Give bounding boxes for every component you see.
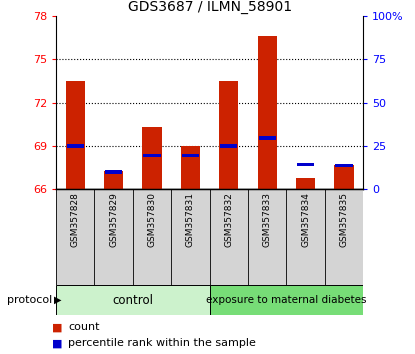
Text: GSM357835: GSM357835 xyxy=(339,192,349,247)
Bar xyxy=(335,164,353,167)
Title: GDS3687 / ILMN_58901: GDS3687 / ILMN_58901 xyxy=(127,0,292,13)
Bar xyxy=(334,165,354,189)
Text: GSM357830: GSM357830 xyxy=(147,192,156,247)
Text: protocol: protocol xyxy=(7,295,52,305)
Text: GSM357834: GSM357834 xyxy=(301,192,310,247)
Text: count: count xyxy=(68,322,100,332)
Bar xyxy=(181,146,200,189)
Bar xyxy=(296,178,315,189)
Bar xyxy=(105,171,122,173)
Bar xyxy=(259,137,276,140)
Text: GSM357828: GSM357828 xyxy=(71,192,80,247)
Bar xyxy=(297,162,314,166)
Bar xyxy=(56,285,210,315)
Text: GSM357831: GSM357831 xyxy=(186,192,195,247)
Bar xyxy=(182,154,199,157)
Text: control: control xyxy=(112,293,153,307)
Text: percentile rank within the sample: percentile rank within the sample xyxy=(68,338,256,348)
Bar xyxy=(104,171,123,189)
Text: GSM357829: GSM357829 xyxy=(109,192,118,247)
Bar xyxy=(142,127,161,189)
Text: ■: ■ xyxy=(52,338,62,348)
Bar xyxy=(220,144,237,148)
Text: ■: ■ xyxy=(52,322,62,332)
Text: ▶: ▶ xyxy=(54,295,61,305)
Text: exposure to maternal diabetes: exposure to maternal diabetes xyxy=(206,295,366,305)
Text: GSM357833: GSM357833 xyxy=(263,192,272,247)
Bar xyxy=(143,154,161,157)
Bar xyxy=(219,81,238,189)
Text: GSM357832: GSM357832 xyxy=(224,192,233,247)
Bar xyxy=(66,81,85,189)
Bar xyxy=(66,144,84,148)
Bar xyxy=(258,36,277,189)
Bar xyxy=(210,285,363,315)
